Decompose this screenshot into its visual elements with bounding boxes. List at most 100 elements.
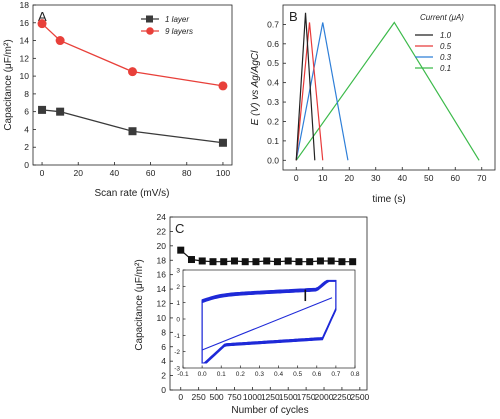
panel-a-data-point xyxy=(218,138,227,147)
inset-x-tick-label: 0.6 xyxy=(312,371,321,378)
panel-c-x-tick-label: 250 xyxy=(192,392,206,402)
inset-x-tick-label: 0.2 xyxy=(236,371,245,378)
panel-c-y-tick-label: 12 xyxy=(157,299,167,309)
panel-c-y-tick-label: 16 xyxy=(157,270,167,280)
panel-b-series-line xyxy=(295,22,324,161)
inset-y-tick-label: 3 xyxy=(176,268,180,275)
inset-y-tick-label: 2 xyxy=(176,284,180,291)
inset-y-tick-label: -3 xyxy=(174,366,180,373)
inset-x-tick-label: 0.1 xyxy=(217,371,226,378)
panel-c-y-tick-label: 0 xyxy=(161,385,166,395)
panel-b-x-tick-label: 40 xyxy=(398,173,408,183)
panel-b-y-tick-label: 0.5 xyxy=(267,58,279,68)
panel-b-x-tick-label: 10 xyxy=(318,173,328,183)
panel-c-y-tick-label: 22 xyxy=(157,226,167,236)
panel-a-x-tick-label: 20 xyxy=(73,168,83,178)
panel-c-x-tick-label: 0 xyxy=(178,392,183,402)
panel-b-y-label: E (V) vs Ag/AgCl xyxy=(250,50,261,125)
panel-a-x-tick-label: 80 xyxy=(182,168,192,178)
inset-cv-loop xyxy=(201,279,337,364)
inset-x-tick-label: 0.3 xyxy=(255,371,264,378)
legend-swatch-marker xyxy=(146,27,154,35)
inset-x-tick-label: 0.5 xyxy=(293,371,302,378)
panel-a-y-tick-label: 8 xyxy=(24,89,29,99)
panel-a-y-tick-label: 14 xyxy=(20,36,30,46)
panel-a-data-point xyxy=(37,19,47,29)
panel-a-series-line xyxy=(41,109,224,144)
panel-c-y-tick-label: 18 xyxy=(157,255,167,265)
panel-b-legend-title: Current (μA) xyxy=(420,13,464,22)
inset-cv-sweep xyxy=(201,297,333,351)
panel-c-data-point xyxy=(349,258,357,266)
panel-c-series xyxy=(177,246,357,266)
panel-c-inset: -0.1 0.0 0.1 0.2 0.3 0.4 0.5 0.6 0.7 0.8 -3 -2 -1 0 1… xyxy=(174,268,360,379)
panel-b-series-line xyxy=(295,22,349,161)
panel-c-x-tick-label: 2500 xyxy=(350,392,369,402)
panel-a-y-tick-label: 4 xyxy=(24,124,29,134)
panel-b-legend: Current (μA) 1.0 0.5 0.3 0.1 xyxy=(415,13,464,73)
panel-c-data-point xyxy=(327,257,335,265)
panel-a-y-tick-label: 2 xyxy=(24,142,29,152)
panel-b-x-tick-label: 20 xyxy=(345,173,355,183)
panel-a-x-tick-label: 40 xyxy=(110,168,120,178)
legend-entry-label: 0.1 xyxy=(440,64,451,73)
panel-a-data-point xyxy=(128,127,137,136)
panel-c-data-point xyxy=(209,258,217,266)
panel-c-y-tick-label: 6 xyxy=(161,342,166,352)
panel-b-series-line xyxy=(295,21,480,161)
inset-x-tick-label: 0.0 xyxy=(198,371,207,378)
panel-a-y-ticks: 0 2 4 6 8 10 12 14 16 18 xyxy=(20,0,36,170)
inset-frame xyxy=(182,269,356,369)
panel-b-y-tick-label: 0.0 xyxy=(267,155,279,165)
inset-x-tick-label: -0.1 xyxy=(177,371,189,378)
panel-b-y-tick-label: 0.4 xyxy=(267,78,279,88)
panel-c-x-tick-label: 2250 xyxy=(332,392,351,402)
panel-c-data-point xyxy=(295,258,303,266)
panel-c-data-point xyxy=(263,257,271,265)
panel-c-y-tick-label: 24 xyxy=(157,212,167,222)
panel-c-y-tick-label: 2 xyxy=(161,371,166,381)
panel-b-y-tick-label: 0.7 xyxy=(267,19,279,29)
panel-a-y-tick-label: 12 xyxy=(20,53,30,63)
legend-entry-label: 0.3 xyxy=(440,53,452,62)
panel-a-series xyxy=(37,19,228,147)
panel-b-y-ticks: 0.0 0.1 0.2 0.3 0.4 0.5 0.6 0.7 xyxy=(267,19,286,165)
panel-c-letter: C xyxy=(175,221,184,236)
panel-c-y-tick-label: 8 xyxy=(161,327,166,337)
panel-c-data-point xyxy=(338,258,346,266)
inset-cv-curves xyxy=(201,279,337,364)
panel-c-y-tick-label: 14 xyxy=(157,284,167,294)
panel-b-x-tick-label: 0 xyxy=(294,173,299,183)
panel-a-y-tick-label: 16 xyxy=(20,18,30,28)
inset-x-ticks: -0.1 0.0 0.1 0.2 0.3 0.4 0.5 0.6 0.7 0.8 xyxy=(177,365,360,378)
panel-a-y-tick-label: 10 xyxy=(20,71,30,81)
panel-c-x-tick-label: 1750 xyxy=(297,392,316,402)
panel-a-data-point xyxy=(128,67,137,77)
panel-c-x-label: Number of cycles xyxy=(231,405,308,416)
panel-a-x-tick-label: 100 xyxy=(216,168,230,178)
panel-c-data-point xyxy=(230,257,238,265)
panel-b: B 0 10 20 30 40 50 60 70 0.00.10.20.30.40.50.60… xyxy=(250,4,496,205)
panel-c-data-point xyxy=(241,258,249,266)
panel-b-x-ticks: 0 10 20 30 40 50 60 70 xyxy=(294,167,487,183)
panel-a-y-tick-label: 18 xyxy=(20,0,30,10)
panel-a-frame xyxy=(32,4,233,166)
panel-c: C 0 250 500 750 1000125015001750200022502500… xyxy=(134,212,370,416)
panel-c-data-point xyxy=(177,246,185,254)
panel-c-x-tick-label: 1250 xyxy=(261,392,280,402)
panel-c-data-point xyxy=(187,256,195,264)
panel-a-data-point xyxy=(55,36,65,46)
panel-c-x-tick-label: 500 xyxy=(209,392,223,402)
panel-b-letter: B xyxy=(289,9,298,24)
panel-a-x-ticks: 0 20 40 60 80 100 xyxy=(40,162,230,178)
legend-entry-label: 1 layer xyxy=(165,15,189,24)
panel-b-x-tick-label: 30 xyxy=(371,173,381,183)
panel-c-data-point xyxy=(220,258,228,266)
legend-entry-label: 1.0 xyxy=(440,31,452,40)
panel-a-series-line xyxy=(41,23,224,87)
panel-c-x-tick-label: 2000 xyxy=(315,392,334,402)
inset-x-tick-label: 0.4 xyxy=(274,371,283,378)
